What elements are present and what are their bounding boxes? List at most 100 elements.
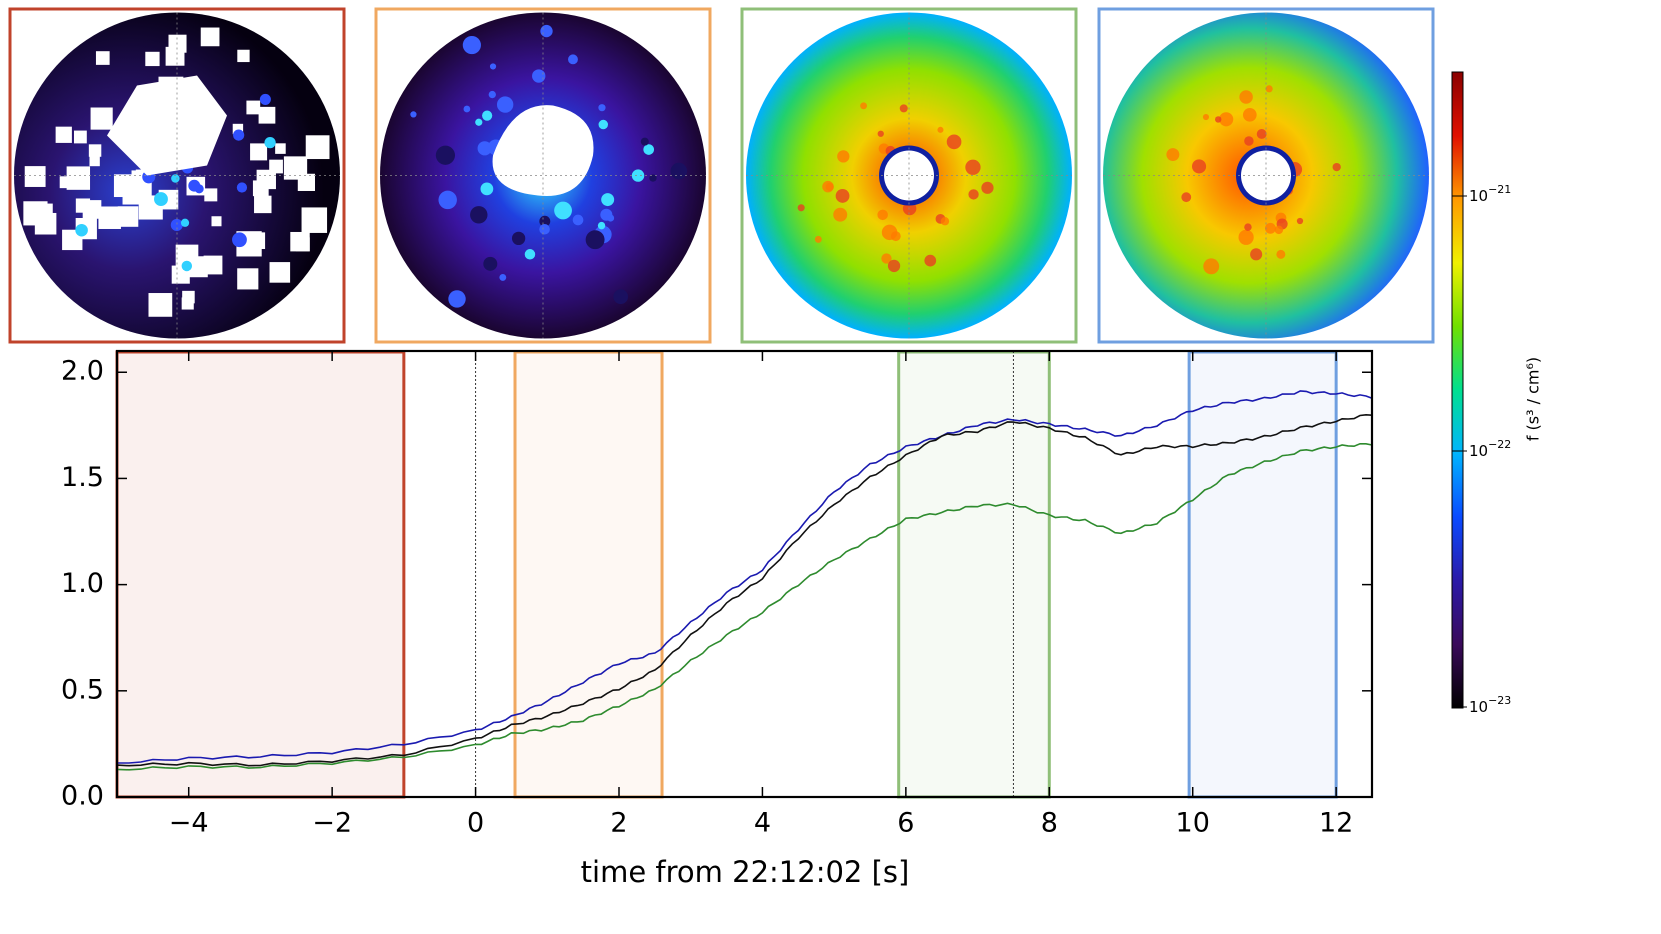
flux-blob — [462, 35, 481, 55]
flux-blob — [568, 54, 578, 65]
x-tick-label: 8 — [1041, 808, 1058, 839]
y-tick-label: 1.0 — [61, 568, 104, 599]
data-gap — [275, 143, 286, 154]
flux-blob — [1276, 249, 1286, 259]
data-gap — [204, 188, 218, 202]
flux-blob — [881, 253, 892, 264]
flux-blob — [1244, 223, 1252, 231]
colorbar-tick-label: 10−23 — [1469, 694, 1511, 716]
flux-blob — [881, 224, 898, 241]
flux-blob — [475, 118, 483, 126]
x-tick-label: 6 — [897, 808, 914, 839]
data-gap — [237, 268, 259, 290]
flux-blob — [194, 184, 204, 194]
data-gap — [117, 206, 139, 227]
flux-blob — [1265, 85, 1273, 93]
flux-blob — [601, 193, 615, 207]
data-gap — [181, 297, 194, 310]
flux-blob — [670, 162, 688, 180]
flux-blob — [940, 217, 950, 226]
flux-blob — [488, 90, 496, 99]
flux-blob — [572, 214, 584, 226]
flux-blob — [1296, 217, 1304, 225]
flux-blob — [233, 129, 245, 141]
data-gap — [248, 232, 266, 250]
flux-blob — [1244, 136, 1254, 146]
colorbar-title: f (s³ / cm⁶) — [1524, 357, 1543, 441]
flux-blob — [181, 260, 193, 272]
flux-blob — [981, 181, 994, 194]
flux-blob — [1192, 159, 1207, 174]
data-gap — [82, 200, 102, 219]
flux-blob — [946, 134, 962, 150]
y-tick-label: 2.0 — [61, 356, 104, 387]
flux-blob — [643, 144, 655, 155]
y-tick-label: 1.5 — [61, 462, 104, 493]
data-gap — [254, 195, 272, 214]
highlight-span-1 — [115, 350, 406, 799]
data-gap — [66, 166, 91, 190]
flux-blob — [1256, 129, 1267, 139]
flux-blob — [480, 182, 494, 196]
flux-blob — [539, 223, 550, 235]
data-gap — [89, 155, 100, 167]
y-tick-label: 0.5 — [61, 674, 104, 705]
x-tick-label: −2 — [312, 808, 352, 839]
flux-blob — [171, 174, 180, 183]
data-gap — [295, 237, 310, 252]
flux-blob — [797, 204, 805, 212]
data-gap — [1241, 150, 1291, 201]
flux-blob — [837, 150, 850, 163]
flux-blob — [835, 189, 850, 203]
data-gap — [168, 34, 187, 53]
flux-blob — [1238, 229, 1254, 245]
panel-1 — [8, 7, 346, 344]
x-tick-label: 2 — [610, 808, 627, 839]
flux-blob — [483, 256, 498, 271]
x-tick-label: 10 — [1176, 808, 1210, 839]
flux-blob — [554, 201, 572, 220]
series-line-green — [116, 443, 1373, 771]
flux-blob — [539, 215, 551, 227]
flux-blob — [597, 221, 606, 230]
flux-blob — [540, 24, 553, 38]
panel-3 — [740, 7, 1078, 344]
data-gap — [884, 150, 934, 201]
data-gap — [211, 216, 222, 227]
data-gap — [148, 293, 173, 317]
flux-blob — [1242, 107, 1257, 122]
flux-blob — [470, 206, 488, 224]
flux-blob — [613, 289, 629, 305]
data-gap — [258, 106, 276, 124]
data-gap — [203, 255, 223, 275]
data-gap — [24, 166, 46, 187]
x-tick-label: 12 — [1319, 808, 1353, 839]
panel-2 — [374, 7, 712, 344]
data-gap — [55, 126, 72, 143]
flux-blob — [264, 136, 276, 149]
flux-blob — [649, 174, 657, 182]
flux-blob — [814, 235, 822, 243]
flux-blob — [463, 105, 471, 113]
flux-blob — [236, 182, 248, 193]
flux-blob — [1202, 113, 1210, 121]
flux-blob — [410, 111, 417, 118]
flux-blob — [448, 290, 466, 308]
flux-blob — [1166, 148, 1180, 161]
series-line-black — [116, 413, 1373, 767]
flux-blob — [524, 249, 536, 260]
flux-blob — [833, 207, 848, 222]
data-gap — [107, 75, 227, 176]
data-gap — [492, 105, 594, 196]
flux-blob — [822, 180, 834, 193]
flux-blob — [477, 141, 492, 156]
flux-blob — [965, 159, 981, 175]
flux-blob — [924, 254, 937, 267]
flux-blob — [585, 230, 605, 250]
colorbar-tick-label: 10−21 — [1469, 183, 1511, 205]
flux-blob — [489, 63, 497, 70]
flux-blob — [435, 145, 456, 165]
y-tick-label: 0.0 — [61, 781, 104, 812]
x-axis-title: time from 22:12:02 [s] — [581, 855, 910, 889]
